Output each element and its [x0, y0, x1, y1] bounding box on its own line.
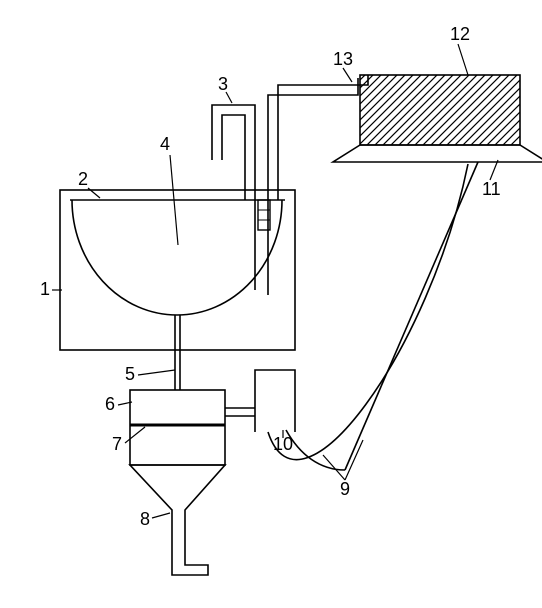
label-9: 9: [340, 479, 350, 499]
label-4: 4: [160, 134, 170, 154]
straight-line-to-top: [345, 162, 478, 470]
label-13: 13: [333, 49, 353, 69]
supply-pipe: [268, 78, 358, 295]
label-6: 6: [105, 394, 115, 414]
leader-line: [343, 68, 352, 82]
leader-line: [458, 44, 468, 75]
curve-side-to-base: [286, 430, 345, 470]
faucet-spout-inner: [222, 115, 245, 200]
engineering-diagram: 12345678910111213: [0, 0, 542, 608]
label-5: 5: [125, 364, 135, 384]
top-unit-box: [360, 75, 520, 145]
leader-line: [345, 440, 363, 480]
side-vent-block: [255, 370, 295, 432]
leader-line: [152, 513, 170, 518]
leader-line: [125, 427, 145, 443]
top-unit-base: [333, 145, 542, 162]
faucet-spout: [212, 105, 255, 290]
leader-line: [138, 370, 175, 375]
leader-line: [490, 160, 498, 180]
supply-pipe-inner: [278, 75, 368, 200]
label-12: 12: [450, 24, 470, 44]
label-3: 3: [218, 74, 228, 94]
label-1: 1: [40, 279, 50, 299]
label-2: 2: [78, 169, 88, 189]
label-7: 7: [112, 434, 122, 454]
label-8: 8: [140, 509, 150, 529]
label-11: 11: [482, 179, 501, 199]
label-10: 10: [273, 434, 293, 454]
